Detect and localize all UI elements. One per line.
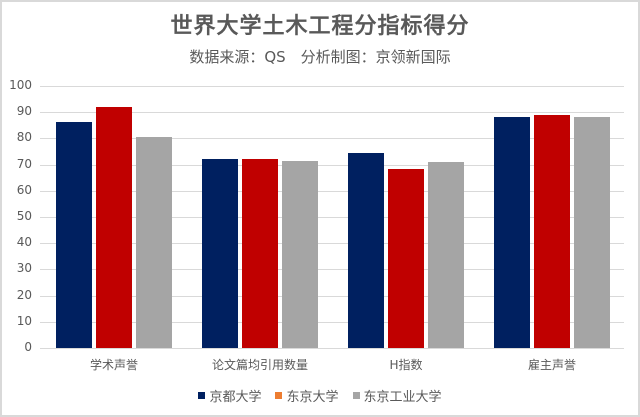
bar [96, 106, 132, 348]
y-tick-label: 60 [16, 182, 32, 197]
legend-label: 东京工业大学 [363, 390, 442, 405]
bar [202, 159, 238, 348]
gridline [40, 217, 624, 218]
gridline [40, 348, 624, 349]
gridline [40, 243, 624, 245]
legend-swatch-icon [198, 392, 206, 399]
bar [136, 137, 172, 348]
legend-swatch-icon [275, 392, 283, 399]
bar [574, 117, 610, 348]
bar [388, 168, 424, 348]
gridline [40, 269, 624, 271]
gridline [40, 190, 624, 192]
bar [242, 158, 278, 348]
gridline [40, 138, 624, 140]
bar [282, 161, 318, 348]
legend-swatch-icon [352, 392, 360, 399]
gridline [40, 295, 624, 297]
gridline [40, 86, 624, 87]
bar [56, 121, 92, 348]
y-tick-label: 50 [16, 209, 32, 223]
y-tick-label: 100 [9, 78, 32, 92]
y-tick-label: 10 [16, 313, 32, 328]
y-tick-label: 90 [16, 104, 32, 119]
y-tick-label: 20 [16, 287, 32, 302]
legend: 京都大学 东京大学 东京工业大学 [0, 386, 640, 405]
x-tick-label: 雇主声誉 [527, 358, 576, 372]
bar [534, 114, 570, 348]
x-tick-label: 学术声誉 [89, 358, 138, 372]
legend-item: 京都大学 [198, 386, 261, 405]
legend-label: 东京大学 [286, 390, 339, 405]
gridline [40, 321, 624, 323]
bar [494, 117, 530, 348]
y-tick-label: 70 [16, 156, 32, 171]
plot-area [40, 86, 624, 349]
gridline [40, 112, 624, 114]
legend-label: 京都大学 [209, 390, 262, 405]
bar [428, 162, 464, 348]
y-tick-label: 40 [16, 235, 32, 250]
bar [348, 153, 384, 348]
y-tick-label: 0 [24, 340, 32, 354]
x-tick-label: 论文篇均引用数量 [211, 358, 308, 372]
legend-item: 东京大学 [275, 386, 339, 405]
gridline [40, 164, 624, 166]
legend-item: 东京工业大学 [352, 386, 442, 405]
y-tick-label: 30 [16, 261, 32, 276]
chart-title: 世界大学土木工程分指标得分 [170, 14, 470, 39]
chart-subtitle: 数据来源：QS 分析制图：京领新国际 [189, 48, 451, 66]
x-tick-label: H指数 [389, 358, 423, 372]
y-tick-label: 80 [16, 130, 32, 145]
